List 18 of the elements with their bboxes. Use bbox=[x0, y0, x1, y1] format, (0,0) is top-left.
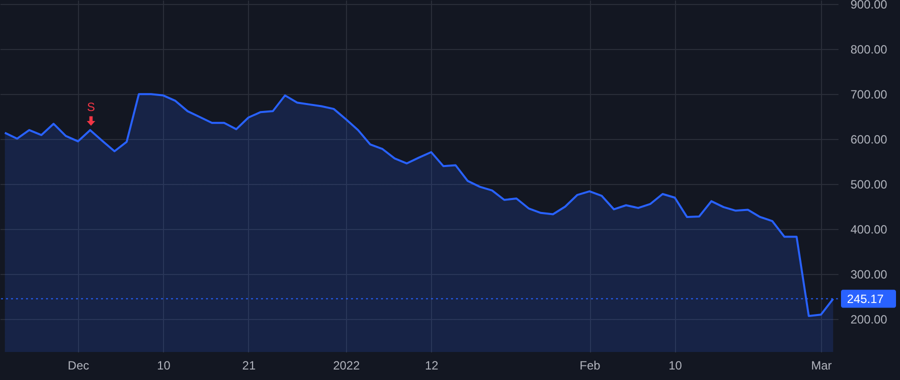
x-tick-label: 2022 bbox=[333, 358, 360, 372]
x-tick-label: 21 bbox=[242, 358, 256, 372]
y-tick-label: 400.00 bbox=[850, 222, 888, 237]
ref-line-label: 245.17 bbox=[847, 292, 884, 306]
x-tick-label: Feb bbox=[580, 358, 601, 372]
x-tick-label: 10 bbox=[157, 358, 171, 372]
x-tick-label: 12 bbox=[425, 358, 439, 372]
y-tick-label: 600.00 bbox=[850, 132, 888, 147]
y-tick-label: 900.00 bbox=[850, 0, 888, 12]
y-tick-label: 800.00 bbox=[850, 42, 888, 57]
x-tick-label: Mar bbox=[811, 358, 832, 372]
x-tick-label: 10 bbox=[668, 358, 682, 372]
y-tick-label: 700.00 bbox=[850, 88, 888, 102]
y-tick-label: 200.00 bbox=[850, 312, 888, 327]
y-tick-label: 300.00 bbox=[850, 268, 888, 282]
annotation: S bbox=[86, 100, 96, 114]
y-tick-label: 500.00 bbox=[850, 178, 888, 192]
x-tick-label: Dec bbox=[68, 358, 90, 372]
